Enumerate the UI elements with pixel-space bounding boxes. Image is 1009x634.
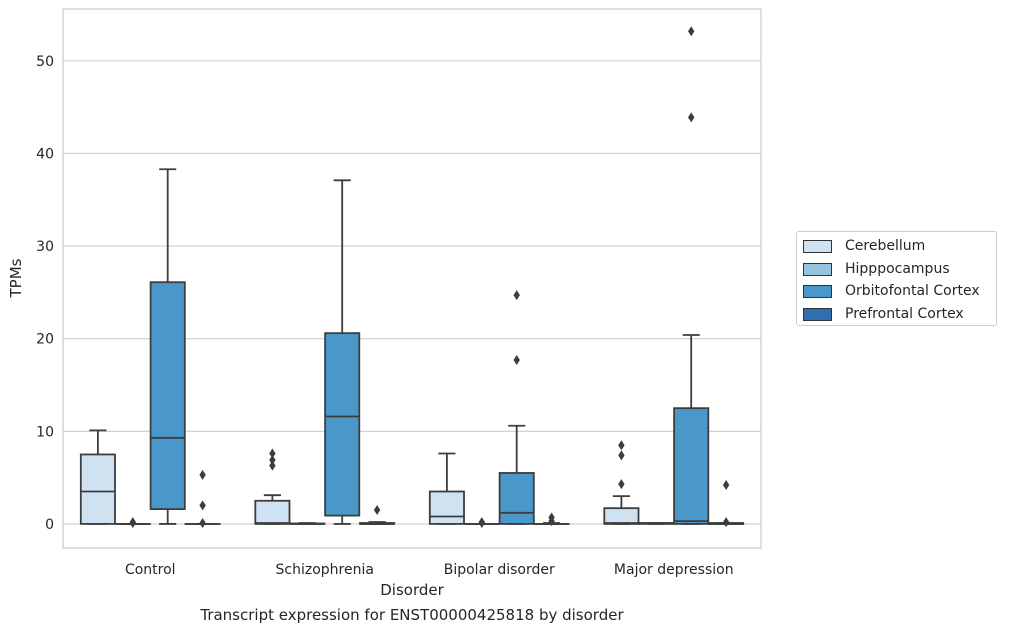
y-tick-label-30: 30 (36, 239, 54, 255)
box-iqr (498, 472, 535, 525)
outlier-point-1 (478, 517, 485, 528)
outlier-point-0 (618, 479, 625, 490)
outlier-point-1 (618, 450, 625, 461)
legend-label-prefrontal-cortex: Prefrontal Cortex (845, 306, 964, 322)
outlier-point-2 (199, 517, 206, 528)
outlier-point-1 (548, 516, 555, 527)
legend-label-orbitofrontal-cortex: Orbitofontal Cortex (845, 283, 980, 299)
outlier-point-1 (199, 500, 206, 511)
y-tick-label-50: 50 (36, 54, 54, 70)
box-schizophrenia-cerebellum (254, 448, 291, 525)
x-tick-labels: Control Schizophrenia Bipolar disorder Majo… (125, 562, 734, 578)
box-control-prefrontal-cortex (184, 469, 221, 528)
x-tick-label-bipolar-disorder: Bipolar disorder (444, 562, 555, 578)
plot-area-frame (62, 8, 762, 549)
legend: Cerebellum Hipppocampus Orbitofontal Cor… (796, 231, 997, 326)
y-tick-label-20: 20 (36, 332, 54, 348)
x-tick-label-major-depression: Major depression (614, 562, 734, 578)
box-major-depression-prefrontal-cortex (708, 480, 745, 528)
box-control-orbitofontal-cortex (149, 168, 186, 525)
legend-swatch-prefrontal-cortex (803, 307, 832, 321)
outlier-point-1 (269, 455, 276, 466)
y-tick-label-10: 10 (36, 424, 54, 440)
box-schizophrenia-prefrontal-cortex (359, 505, 396, 525)
box-schizophrenia-orbitofontal-cortex (324, 179, 361, 525)
box-iqr (324, 332, 361, 517)
box-control-cerebellum (79, 429, 116, 525)
outlier-point-0 (199, 469, 206, 480)
box-major-depression-orbitofontal-cortex (673, 26, 710, 525)
box-iqr (428, 490, 465, 525)
box-bipolar-disorder-cerebellum (428, 452, 465, 525)
legend-label-hippocampus: Hipppocampus (845, 261, 950, 277)
y-tick-label-40: 40 (36, 146, 54, 162)
outlier-point-0 (688, 112, 695, 123)
box-bipolar-disorder-orbitofontal-cortex (498, 290, 535, 525)
box-major-depression-hipppocampus (638, 522, 675, 525)
outlier-point-0 (269, 460, 276, 471)
outlier-point-2 (269, 448, 276, 459)
box-iqr (79, 453, 116, 525)
box-bipolar-disorder-hipppocampus (463, 517, 500, 528)
box-major-depression-cerebellum (603, 440, 640, 525)
chart-caption: Transcript expression for ENST0000042581… (200, 606, 624, 624)
box-iqr (254, 499, 291, 525)
x-tick-label-control: Control (125, 562, 176, 578)
outlier-point-1 (688, 26, 695, 37)
box-schizophrenia-hipppocampus (289, 522, 326, 525)
legend-item-hippocampus: Hipppocampus (803, 260, 950, 278)
outlier-point-1 (513, 290, 520, 301)
legend-swatch-orbitofrontal-cortex (803, 284, 832, 298)
boxes (79, 26, 745, 528)
box-iqr (673, 407, 710, 525)
legend-swatch-cerebellum (803, 239, 832, 253)
outlier-point-0 (722, 480, 730, 491)
outlier-point-0 (373, 505, 381, 516)
box-iqr (603, 507, 640, 525)
outlier-point-1 (129, 517, 136, 528)
box-bipolar-disorder-prefrontal-cortex (533, 512, 570, 527)
x-tick-label-schizophrenia: Schizophrenia (276, 562, 374, 578)
legend-label-cerebellum: Cerebellum (845, 238, 926, 254)
legend-item-prefrontal-cortex: Prefrontal Cortex (803, 305, 964, 323)
outlier-point-2 (618, 440, 625, 451)
box-iqr (149, 281, 186, 511)
y-tick-label-0: 0 (45, 517, 54, 533)
box-control-hipppocampus (114, 517, 151, 528)
y-tick-labels: 0 10 20 30 40 50 (36, 54, 54, 533)
outlier-point-1 (722, 517, 730, 528)
legend-swatch-hippocampus (803, 262, 832, 276)
x-axis-title: Disorder (380, 581, 444, 599)
y-axis-title: TPMs (7, 258, 25, 298)
legend-item-cerebellum: Cerebellum (803, 237, 925, 255)
outlier-point-0 (513, 354, 520, 365)
legend-item-orbitofrontal-cortex: Orbitofontal Cortex (803, 282, 980, 300)
